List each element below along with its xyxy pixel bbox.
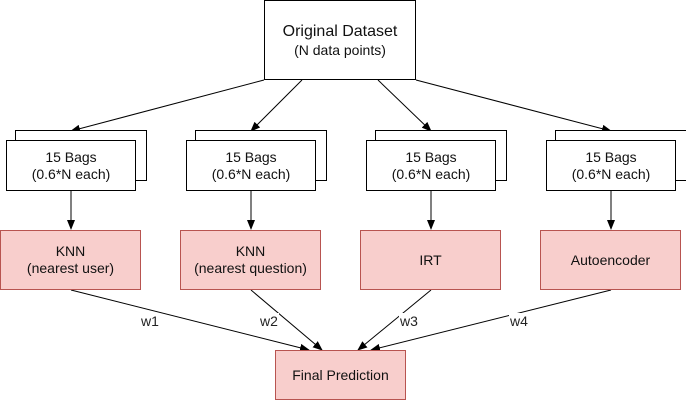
- edge-source-to-bag-1: [70, 79, 265, 133]
- bag-title: 15 Bags: [405, 148, 457, 165]
- bag-title: 15 Bags: [225, 148, 277, 165]
- bag-node-3: 15 Bags (0.6*N each): [366, 140, 496, 191]
- model-node-knn-user: KNN (nearest user): [0, 230, 141, 290]
- edge-model-1-to-output: [70, 289, 310, 352]
- bag-title: 15 Bags: [585, 148, 637, 165]
- model-title: Autoencoder: [570, 251, 651, 268]
- source-title: Original Dataset: [282, 22, 398, 40]
- model-title: KNN: [235, 243, 266, 259]
- bag-subtitle: (0.6*N each): [211, 165, 291, 182]
- bag-node-1: 15 Bags (0.6*N each): [6, 140, 136, 191]
- weight-label-2: w2: [259, 313, 279, 329]
- model-title: IRT: [419, 251, 442, 268]
- edge-model-2-to-output: [250, 289, 323, 351]
- bag-node-2: 15 Bags (0.6*N each): [186, 140, 316, 191]
- model-node-knn-question: KNN (nearest question): [180, 230, 321, 290]
- bag-node-4: 15 Bags (0.6*N each): [546, 140, 676, 191]
- model-node-irt: IRT: [360, 230, 501, 290]
- source-subtitle: (N data points): [294, 41, 386, 58]
- weight-label-1: w1: [140, 313, 160, 329]
- model-node-autoencoder: Autoencoder: [540, 230, 681, 290]
- bag-subtitle: (0.6*N each): [391, 165, 471, 182]
- edge-model-4-to-output: [370, 289, 612, 352]
- final-prediction-node: Final Prediction: [275, 350, 406, 400]
- source-node: Original Dataset (N data points): [264, 0, 416, 80]
- edge-source-to-bag-2: [250, 79, 303, 132]
- model-subtitle: (nearest question): [194, 260, 307, 276]
- edge-source-to-bag-3: [377, 79, 432, 132]
- model-subtitle: (nearest user): [26, 260, 115, 276]
- bag-subtitle: (0.6*N each): [571, 165, 651, 182]
- weight-label-4: w4: [509, 313, 529, 329]
- bag-subtitle: (0.6*N each): [31, 165, 111, 182]
- edge-source-to-bag-4: [415, 79, 612, 133]
- edge-model-3-to-output: [357, 289, 432, 351]
- weight-label-3: w3: [399, 313, 419, 329]
- final-prediction-label: Final Prediction: [292, 366, 389, 383]
- bag-title: 15 Bags: [45, 148, 97, 165]
- model-title: KNN: [55, 243, 86, 259]
